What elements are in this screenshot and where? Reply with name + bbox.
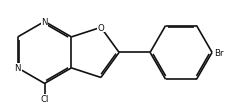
Text: Cl: Cl: [40, 95, 49, 103]
Text: Br: Br: [215, 48, 224, 57]
Text: N: N: [41, 18, 48, 27]
Text: O: O: [97, 24, 104, 33]
Text: N: N: [14, 64, 21, 73]
